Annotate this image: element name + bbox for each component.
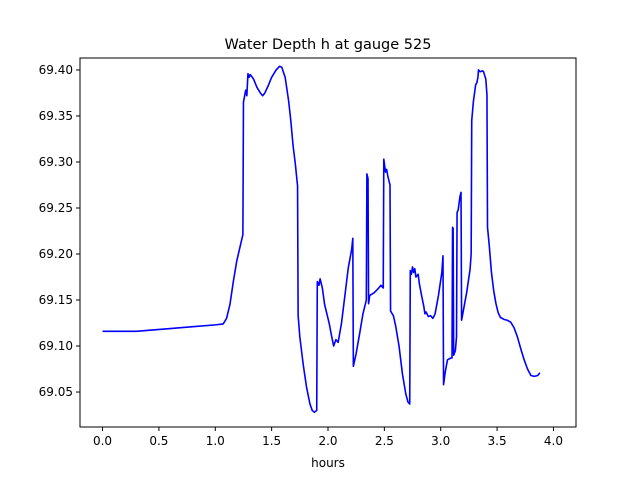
x-tick-label: 4.0	[544, 434, 563, 448]
y-tick-label: 69.35	[39, 109, 73, 123]
y-tick-label: 69.15	[39, 293, 73, 307]
x-axis-label: hours	[311, 456, 345, 470]
x-tick-label: 1.0	[206, 434, 225, 448]
x-axis-ticks: 0.0 0.5 1.0 1.5 2.0 2.5 3.0 3.5 4.0	[93, 427, 563, 448]
plot-area	[79, 57, 577, 428]
y-tick-label: 69.25	[39, 201, 73, 215]
y-tick-label: 69.30	[39, 155, 73, 169]
y-tick-label: 69.40	[39, 63, 73, 77]
chart-title: Water Depth h at gauge 525	[225, 37, 432, 53]
x-tick-label: 0.0	[93, 434, 112, 448]
x-tick-label: 2.0	[318, 434, 337, 448]
y-tick-label: 69.20	[39, 247, 73, 261]
plot-frame	[79, 57, 577, 428]
x-tick-label: 3.5	[488, 434, 507, 448]
y-tick-label: 69.10	[39, 339, 73, 353]
series-line-0	[102, 65, 541, 414]
x-tick-label: 0.5	[149, 434, 168, 448]
y-tick-label: 69.05	[39, 385, 73, 399]
x-tick-label: 2.5	[375, 434, 394, 448]
x-tick-label: 1.5	[262, 434, 281, 448]
y-axis-ticks: 69.05 69.10 69.15 69.20 69.25 69.30 69.35 69.40	[39, 63, 80, 399]
x-tick-label: 3.0	[431, 434, 450, 448]
